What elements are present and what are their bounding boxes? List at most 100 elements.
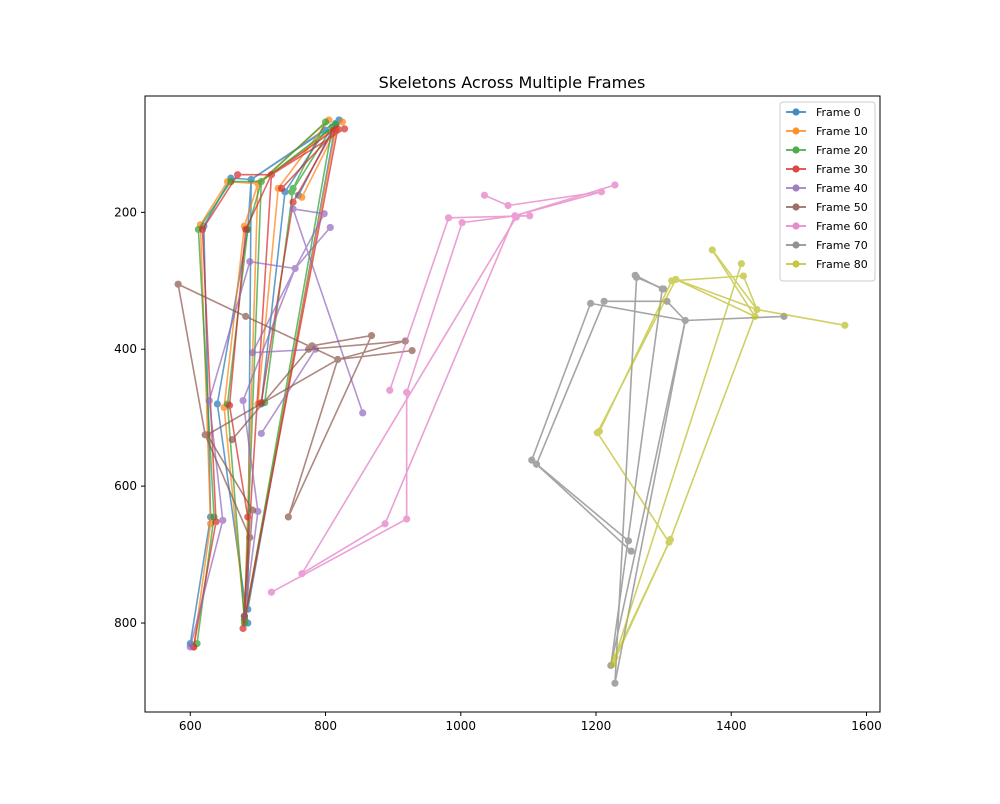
- legend-entry: [786, 127, 806, 135]
- skeleton-bone: [675, 278, 756, 318]
- skeleton-joint: [244, 513, 252, 521]
- legend: Frame 0 Frame 10 Frame 20 Frame 30 Frame 40 F…: [779, 101, 876, 282]
- skeleton-bone: [201, 229, 217, 522]
- skeleton-bone: [294, 226, 331, 270]
- skeleton-bone: [257, 188, 280, 405]
- x-tick-label: 1200: [581, 719, 612, 733]
- skeleton-bone: [201, 174, 239, 230]
- skeleton-joint: [445, 214, 453, 222]
- skeleton-bone: [250, 129, 326, 181]
- skeleton-bone: [251, 268, 296, 354]
- skeleton-bone: [291, 126, 333, 193]
- skeleton-joint: [611, 679, 619, 687]
- skeleton-bone: [669, 309, 758, 540]
- y-tick-label: 600: [114, 479, 137, 493]
- skeleton-bone: [287, 359, 339, 518]
- skeleton-joint: [248, 506, 257, 514]
- legend-entry: [786, 222, 806, 230]
- skeleton-joint: [338, 118, 347, 126]
- skeleton-joint: [246, 258, 254, 266]
- skeleton-bone: [507, 191, 602, 207]
- skeleton-joint: [228, 435, 236, 444]
- skeleton-joint: [751, 312, 759, 320]
- legend-label: Frame 60: [816, 220, 868, 233]
- legend-label: Frame 50: [816, 201, 868, 214]
- legend-label: Frame 10: [816, 125, 868, 138]
- skeleton-joint: [480, 191, 489, 199]
- chart-title: Skeletons Across Multiple Frames: [379, 73, 646, 92]
- plot-series: [174, 116, 849, 687]
- y-tick-label: 800: [114, 616, 137, 630]
- skeleton-joint: [708, 246, 716, 254]
- skeleton-bone: [614, 277, 638, 684]
- skeleton-bone: [389, 217, 450, 391]
- legend-swatch-marker: [792, 108, 800, 116]
- plot-frame: [144, 95, 881, 713]
- legend-label: Frame 40: [816, 182, 868, 195]
- skeleton-joint: [308, 342, 316, 350]
- skeleton-joint: [403, 515, 411, 523]
- skeleton-joint: [198, 225, 207, 234]
- skeleton-joint: [528, 456, 536, 464]
- series-frame-50: [174, 280, 416, 620]
- skeleton-bone: [590, 302, 686, 322]
- skeleton-joint: [627, 547, 635, 555]
- skeleton-bone: [242, 400, 259, 512]
- skeleton-joint: [257, 177, 265, 186]
- skeleton-joint: [526, 212, 534, 220]
- skeleton-joint: [219, 516, 227, 524]
- x-tick-label: 1600: [851, 719, 882, 733]
- skeleton-joint: [239, 624, 247, 633]
- legend-box: [779, 101, 876, 282]
- skeleton-joint: [595, 427, 603, 435]
- skeleton-joint: [359, 409, 367, 417]
- skeleton-bone: [260, 191, 286, 405]
- skeleton-bone: [231, 348, 310, 441]
- legend-entry: [786, 241, 806, 249]
- skeleton-bone: [685, 315, 785, 322]
- skeleton-bone: [405, 222, 463, 393]
- skeleton-bone: [189, 520, 224, 648]
- skeleton-bone: [614, 539, 672, 658]
- skeleton-joint: [234, 171, 242, 179]
- skeleton-joint: [277, 184, 286, 192]
- skeleton-bone: [614, 263, 743, 658]
- skeleton-bone: [666, 300, 686, 322]
- skeleton-joint: [284, 513, 292, 521]
- skeleton-joint: [289, 198, 297, 206]
- skeleton-bone: [177, 283, 247, 318]
- skeleton-bone: [311, 334, 372, 347]
- skeleton-joint: [203, 431, 211, 439]
- legend-entry: [786, 203, 806, 211]
- skeleton-bone: [177, 284, 206, 435]
- skeleton-joint: [367, 331, 376, 340]
- skeleton-joint: [632, 273, 641, 281]
- skeleton-bone: [270, 129, 335, 176]
- legend-swatch-marker: [792, 241, 800, 249]
- skeleton-bone: [301, 523, 386, 575]
- legend-swatch-marker: [792, 222, 800, 230]
- skeleton-joint: [386, 386, 394, 394]
- legend-entry: [786, 184, 806, 192]
- skeleton-bone: [514, 191, 602, 217]
- skeleton-bone: [216, 403, 249, 624]
- skeleton-bone: [292, 121, 327, 189]
- skeleton-joint: [174, 280, 182, 288]
- skeleton-bone: [199, 181, 229, 226]
- skeleton-bone: [711, 249, 756, 317]
- series-frame-80: [593, 246, 849, 668]
- skeleton-joint: [334, 125, 342, 133]
- skeleton-joint: [267, 171, 276, 179]
- skeleton-joint: [267, 588, 276, 596]
- legend-label: Frame 0: [816, 106, 861, 119]
- skeleton-joint: [609, 660, 617, 668]
- skeleton-bone: [197, 229, 215, 517]
- skeleton-bone: [610, 320, 687, 666]
- skeleton-bone: [531, 303, 592, 461]
- skeleton-bone: [208, 261, 251, 401]
- skeleton-bone: [337, 349, 413, 361]
- legend-entry: [786, 146, 806, 154]
- skeleton-bone: [242, 174, 273, 629]
- skeleton-joint: [298, 193, 306, 201]
